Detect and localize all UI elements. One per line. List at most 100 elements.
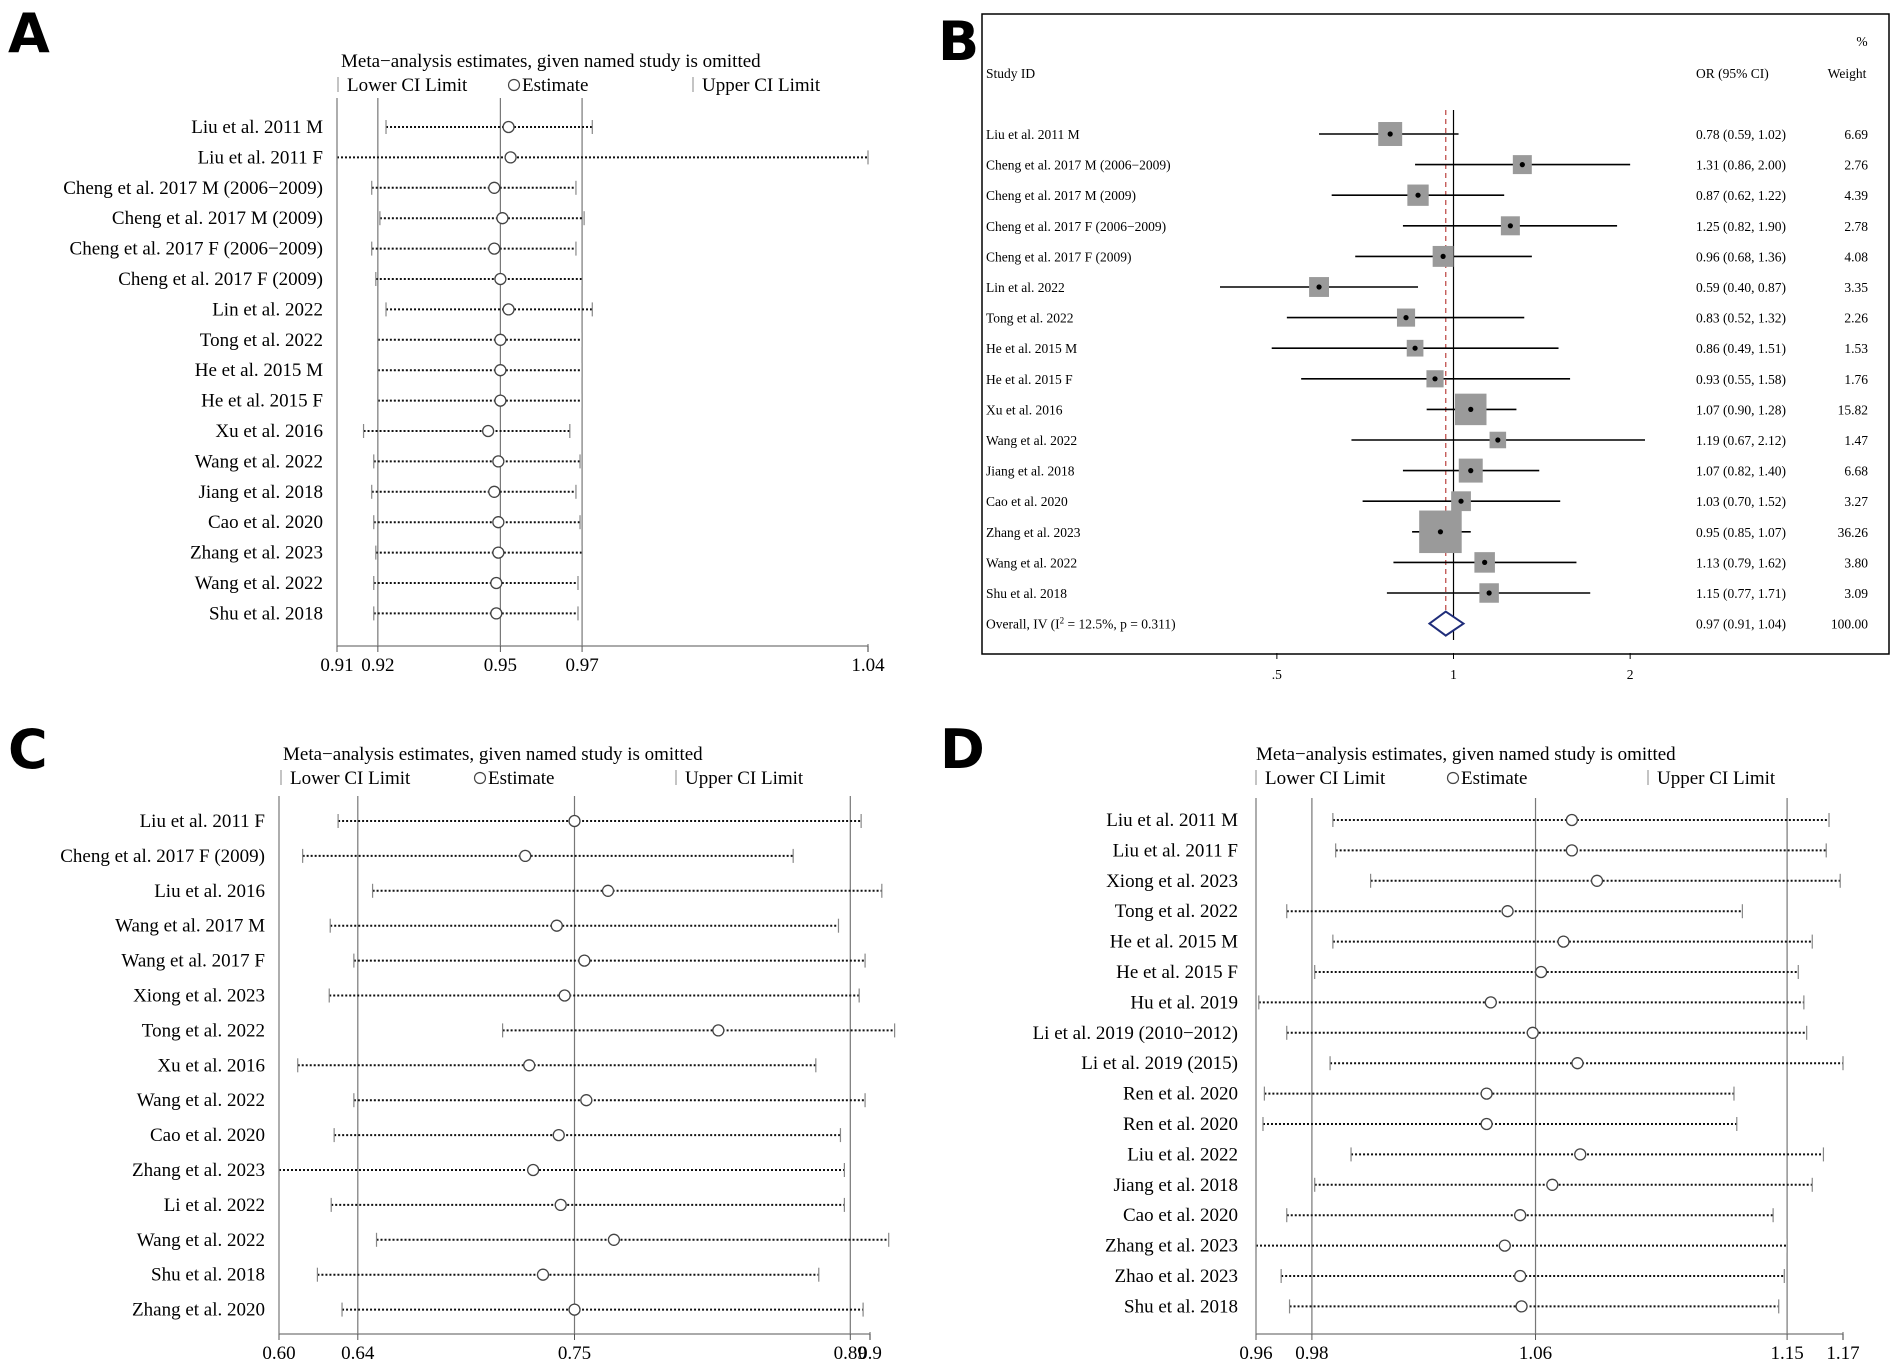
estimate-circle	[488, 242, 501, 255]
legend-entry: Upper CI Limit	[685, 768, 804, 789]
point-estimate	[1440, 253, 1446, 259]
weight-value: 6.69	[1844, 127, 1868, 142]
study-label: Xiong et al. 2023	[1106, 871, 1238, 892]
estimate-circle	[578, 954, 591, 967]
study-label: Liu et al. 2011 F	[1113, 840, 1238, 861]
x-tick-label: 0.60	[262, 1343, 295, 1362]
legend-entry: Upper CI Limit	[702, 75, 821, 96]
estimate-circle	[712, 1024, 725, 1037]
estimate-circle	[502, 120, 515, 134]
point-estimate	[1482, 559, 1488, 566]
chart-title: Meta−analysis estimates, given named stu…	[1256, 744, 1676, 765]
study-label: Lin et al. 2022	[212, 299, 323, 320]
study-label: Wang et al. 2022	[986, 555, 1077, 570]
study-label: Cheng et al. 2017 F (2009)	[986, 249, 1131, 264]
legend-entry: Upper CI Limit	[1657, 768, 1776, 789]
x-tick-label: 1.04	[851, 655, 885, 676]
x-tick-label: 0.9	[858, 1343, 882, 1362]
estimate-circle	[601, 884, 615, 897]
study-label: Cao et al. 2020	[986, 494, 1068, 509]
study-label: Liu et al. 2022	[1127, 1144, 1238, 1165]
weight-value: 2.76	[1844, 158, 1868, 173]
x-tick-label: 0.91	[320, 655, 353, 676]
study-label: Cheng et al. 2017 F (2009)	[118, 269, 323, 290]
study-label: Liu et al. 2011 M	[191, 117, 323, 138]
study-label: Xu et al. 2016	[215, 421, 323, 442]
weight-value: 2.78	[1844, 219, 1868, 234]
study-label: Shu et al. 2018	[1124, 1296, 1238, 1317]
estimate-circle	[526, 1163, 540, 1177]
forest-plot-panel-b: Study ID OR (95% CI)% Weight Liu et al. 201…	[981, 13, 1890, 682]
legend-circle-marker	[473, 771, 487, 785]
weight-value: 3.80	[1844, 555, 1868, 570]
x-tick-label: 1.17	[1826, 1343, 1859, 1362]
weight-value: 6.68	[1844, 464, 1868, 479]
x-tick-label: 0.64	[341, 1343, 375, 1362]
study-label: Zhang et al. 2020	[132, 1300, 265, 1321]
header-or-ci: OR (95% CI)	[1696, 66, 1769, 81]
x-tick-label: 0.92	[361, 655, 394, 676]
study-label: Wang et al. 2022	[195, 573, 323, 594]
point-estimate	[1432, 376, 1438, 382]
weight-value: 4.08	[1844, 249, 1868, 264]
x-tick-label: 0.97	[565, 655, 598, 676]
study-label: Shu et al. 2018	[209, 603, 323, 624]
legend-circle-marker	[1446, 771, 1460, 785]
study-label: Shu et al. 2018	[986, 586, 1067, 601]
point-estimate	[1403, 315, 1409, 321]
point-estimate	[1458, 498, 1464, 504]
header-study-id: Study ID	[986, 66, 1035, 81]
or-ci-value: 0.78 (0.59, 1.02)	[1696, 127, 1786, 142]
weight-value: 36.26	[1838, 525, 1869, 540]
weight-value: 1.76	[1844, 372, 1868, 387]
estimate-circle	[580, 1094, 593, 1107]
study-label: Cheng et al. 2017 F (2006−2009)	[70, 239, 323, 260]
sensitivity-panel-a: Meta−analysis estimates, given named stu…	[63, 51, 885, 676]
study-label: He et al. 2015 M	[195, 360, 323, 381]
study-label: Zhang et al. 2023	[190, 543, 323, 564]
x-tick-label: 0.95	[484, 655, 517, 676]
estimate-circle	[607, 1233, 621, 1246]
study-label: Cheng et al. 2017 F (2006−2009)	[986, 219, 1166, 234]
point-estimate	[1316, 284, 1322, 290]
study-label: Zhang et al. 2023	[132, 1160, 265, 1181]
chart-title: Meta−analysis estimates, given named stu…	[341, 51, 761, 72]
estimate-circle	[1484, 996, 1497, 1009]
study-label: Wang et al. 2022	[137, 1090, 265, 1111]
estimate-circle	[554, 1198, 567, 1212]
x-tick-label: 1	[1450, 667, 1457, 682]
weight-value: 3.09	[1844, 586, 1868, 601]
estimate-circle	[1571, 1057, 1584, 1070]
panel-letter-d: D	[940, 718, 985, 781]
study-label: Jiang et al. 2018	[1113, 1175, 1238, 1196]
legend-circle-marker	[507, 78, 521, 92]
study-label: Li et al. 2019 (2015)	[1081, 1053, 1238, 1074]
study-label: Cao et al. 2020	[1123, 1205, 1238, 1226]
x-tick-label: 0.89	[834, 1343, 867, 1362]
overall-or-ci-value: 0.97 (0.91, 1.04)	[1696, 617, 1786, 632]
study-label: He et al. 2015 F	[986, 372, 1073, 387]
estimate-circle	[1526, 1026, 1539, 1039]
estimate-circle	[552, 1128, 565, 1142]
weight-value: 3.27	[1844, 494, 1868, 509]
panel-letter-b: B	[938, 10, 979, 73]
estimate-circle	[536, 1268, 550, 1281]
sensitivity-panel-d: Meta−analysis estimates, given named stu…	[1033, 744, 1860, 1362]
legend-entry: Estimate	[522, 75, 588, 96]
estimate-circle	[550, 919, 563, 932]
study-label: Liu et al. 2011 F	[198, 147, 323, 168]
estimate-circle	[488, 485, 501, 498]
or-ci-value: 0.96 (0.68, 1.36)	[1696, 249, 1786, 264]
estimate-circle	[1480, 1087, 1493, 1100]
x-tick-label: 2	[1627, 667, 1634, 682]
point-estimate	[1519, 162, 1525, 168]
study-label: Wang et al. 2017 M	[115, 916, 265, 937]
or-ci-value: 1.25 (0.82, 1.90)	[1696, 219, 1786, 234]
estimate-circle	[1514, 1269, 1527, 1283]
study-label: He et al. 2015 F	[1116, 962, 1238, 983]
estimate-circle	[1557, 935, 1570, 948]
estimate-circle	[1546, 1178, 1559, 1191]
or-ci-value: 1.13 (0.79, 1.62)	[1696, 555, 1786, 570]
study-label: Xu et al. 2016	[157, 1055, 265, 1076]
estimate-circle	[1565, 844, 1579, 857]
